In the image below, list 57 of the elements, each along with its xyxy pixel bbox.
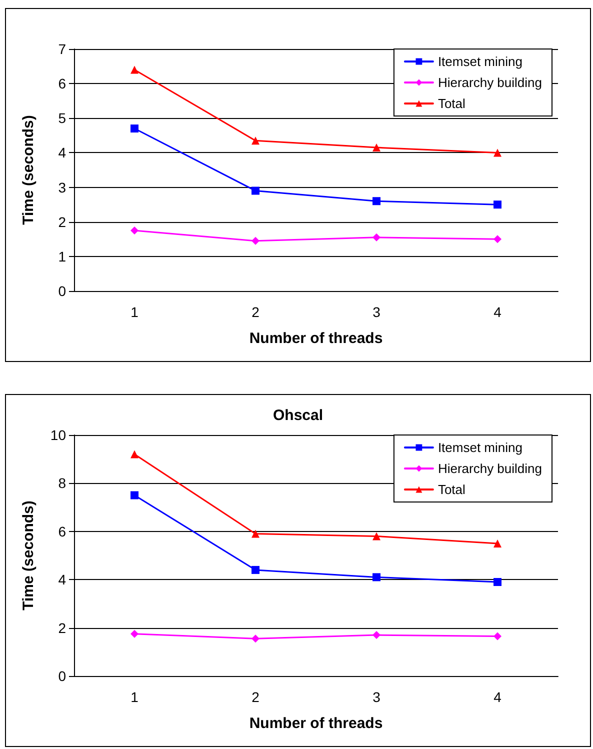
y-tick-label: 6 [58,523,66,540]
x-tick-label: 1 [130,689,139,705]
y-tick-label: 2 [58,214,66,230]
point [130,491,138,500]
x-axis-title: Number of threads [249,715,383,732]
point [252,530,260,538]
point [372,532,380,540]
point [494,148,502,157]
point [130,226,138,234]
point [252,566,260,574]
point [372,631,380,640]
x-tick-label: 3 [372,689,381,705]
legend-label: Hierarchy building [438,461,542,476]
y-tick-label: 2 [58,620,66,636]
legend-label: Total [438,482,466,497]
y-tick-label: 3 [58,179,66,196]
point [372,573,380,582]
point [252,236,260,245]
legend-label: Itemset mining [438,54,522,69]
point [252,186,260,195]
point [130,66,138,74]
point [372,233,380,242]
y-axis-title: Time (seconds) [20,115,37,225]
x-tick-label: 1 [130,304,139,320]
point [494,235,502,244]
legend-label: Hierarchy building [438,75,542,90]
y-tick-label: 4 [58,144,66,161]
y-tick-label: 7 [58,41,66,57]
x-tick-label: 4 [494,689,502,705]
y-tick-label: 0 [58,283,66,299]
x-tick-label: 3 [372,304,381,320]
x-tick-label: 2 [252,689,260,705]
y-tick-label: 8 [58,475,66,492]
y-tick-label: 10 [50,427,66,443]
point [130,450,138,458]
y-tick-label: 5 [58,110,66,126]
y-tick-label: 0 [58,668,66,684]
point [372,197,380,206]
point [130,630,138,638]
point [494,539,502,548]
point [252,136,260,145]
legend-label: Total [438,96,466,111]
x-axis-title: Number of threads [249,330,383,347]
y-tick-label: 4 [58,572,66,588]
point [494,200,502,209]
point [252,634,260,643]
y-tick-label: 6 [58,76,66,92]
chart-title: Ohscal [272,407,324,424]
point [130,124,138,133]
y-axis-title: Time (seconds) [20,500,37,610]
x-tick-label: 4 [494,304,502,320]
point [494,578,502,586]
y-tick-label: 1 [58,248,66,264]
x-tick-label: 2 [252,304,260,320]
legend-label: Itemset mining [438,440,522,455]
point [494,632,502,640]
point [372,144,380,152]
